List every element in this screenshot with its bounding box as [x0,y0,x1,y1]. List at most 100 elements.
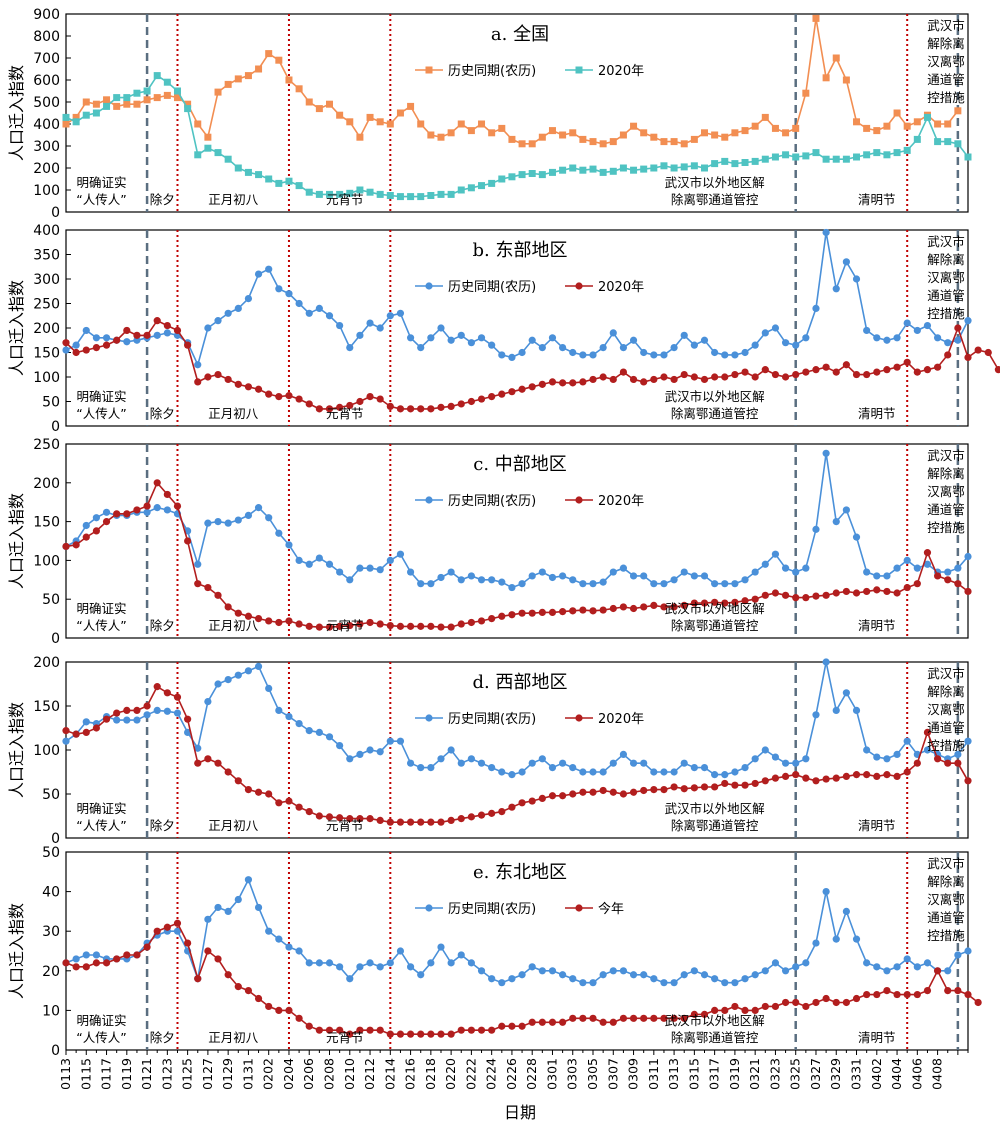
data-point [842,587,850,596]
data-point [477,759,486,767]
x-tick-label: 0123 [159,1058,174,1090]
data-point [619,344,628,352]
data-point [488,179,496,187]
data-point [741,781,749,789]
data-point [781,759,790,767]
x-tick-label: 0224 [484,1058,499,1090]
data-point [254,504,263,512]
data-point [386,312,394,320]
data-point [548,608,557,616]
data-point [518,580,526,588]
data-point [832,518,840,526]
data-point [295,803,303,811]
data-point [538,1018,546,1026]
data-point [640,759,648,767]
data-point [873,586,881,594]
data-point [954,336,962,344]
data-point [447,568,455,576]
data-point [224,676,232,684]
data-point [771,1002,780,1011]
data-point [315,190,323,198]
data-point [913,368,921,376]
data-point [82,718,90,726]
data-point [731,351,739,359]
data-point [619,1014,628,1022]
data-point [559,379,567,387]
data-point [163,78,171,86]
data-point [508,975,516,983]
data-point [255,171,263,179]
data-point [366,746,374,754]
data-point [863,959,871,967]
data-point [82,346,90,354]
event-annotation: 元宵节 [326,618,364,633]
data-point [427,131,435,139]
data-point [315,623,323,631]
panel-title: b. 东部地区 [473,240,568,261]
y-tick-label: 50 [42,845,60,861]
data-point [457,951,465,959]
x-tick-label: 0317 [707,1058,722,1090]
data-point [396,109,404,117]
data-point [822,658,830,666]
data-point [153,94,161,102]
event-annotation: 明确证实 [76,601,126,616]
data-point [954,580,962,588]
x-tick-label: 0226 [504,1058,519,1090]
data-point [82,728,90,737]
data-point [599,768,607,776]
data-point [802,774,810,782]
wuhan-annotation: 控措施 [927,90,965,105]
data-point [548,127,556,135]
data-point [153,72,161,80]
data-point [954,951,962,959]
data-point [954,564,962,572]
data-point [721,133,729,141]
data-point [660,1014,668,1022]
data-point [852,370,861,379]
y-tick-label: 50 [42,395,60,411]
data-point [711,348,719,357]
data-point [893,564,901,572]
data-point [781,373,790,381]
data-point [913,759,921,767]
data-point [62,120,70,128]
data-point [518,140,526,148]
data-point [680,370,688,379]
data-point [427,818,435,826]
data-point [660,138,668,146]
data-point [406,963,415,971]
event-annotation: “人传人” [76,192,126,207]
data-point [609,788,617,796]
data-point [285,541,293,549]
data-point [508,583,516,592]
data-point [406,568,415,576]
data-point [853,118,861,126]
legend-marker [425,66,433,74]
y-tick-label: 200 [33,476,60,492]
legend-label: 历史同期(农历) [448,494,536,509]
data-point [417,818,425,826]
y-axis-label: 人口迁入指数 [7,493,26,589]
data-point [356,750,364,759]
data-point [427,192,435,199]
data-point [761,155,769,163]
data-point [528,963,536,971]
data-point [680,1014,688,1022]
data-point [711,598,719,606]
data-point [102,508,111,516]
data-point [386,1030,394,1038]
data-point [812,777,820,785]
data-point [913,326,921,335]
data-point [366,113,374,121]
data-point [640,378,648,386]
data-point [163,91,171,99]
data-point [690,784,698,792]
data-point [467,572,475,580]
data-point [477,576,486,584]
y-tick-label: 50 [42,787,60,803]
data-point [254,615,263,623]
data-point [771,324,780,332]
data-point [690,373,698,381]
